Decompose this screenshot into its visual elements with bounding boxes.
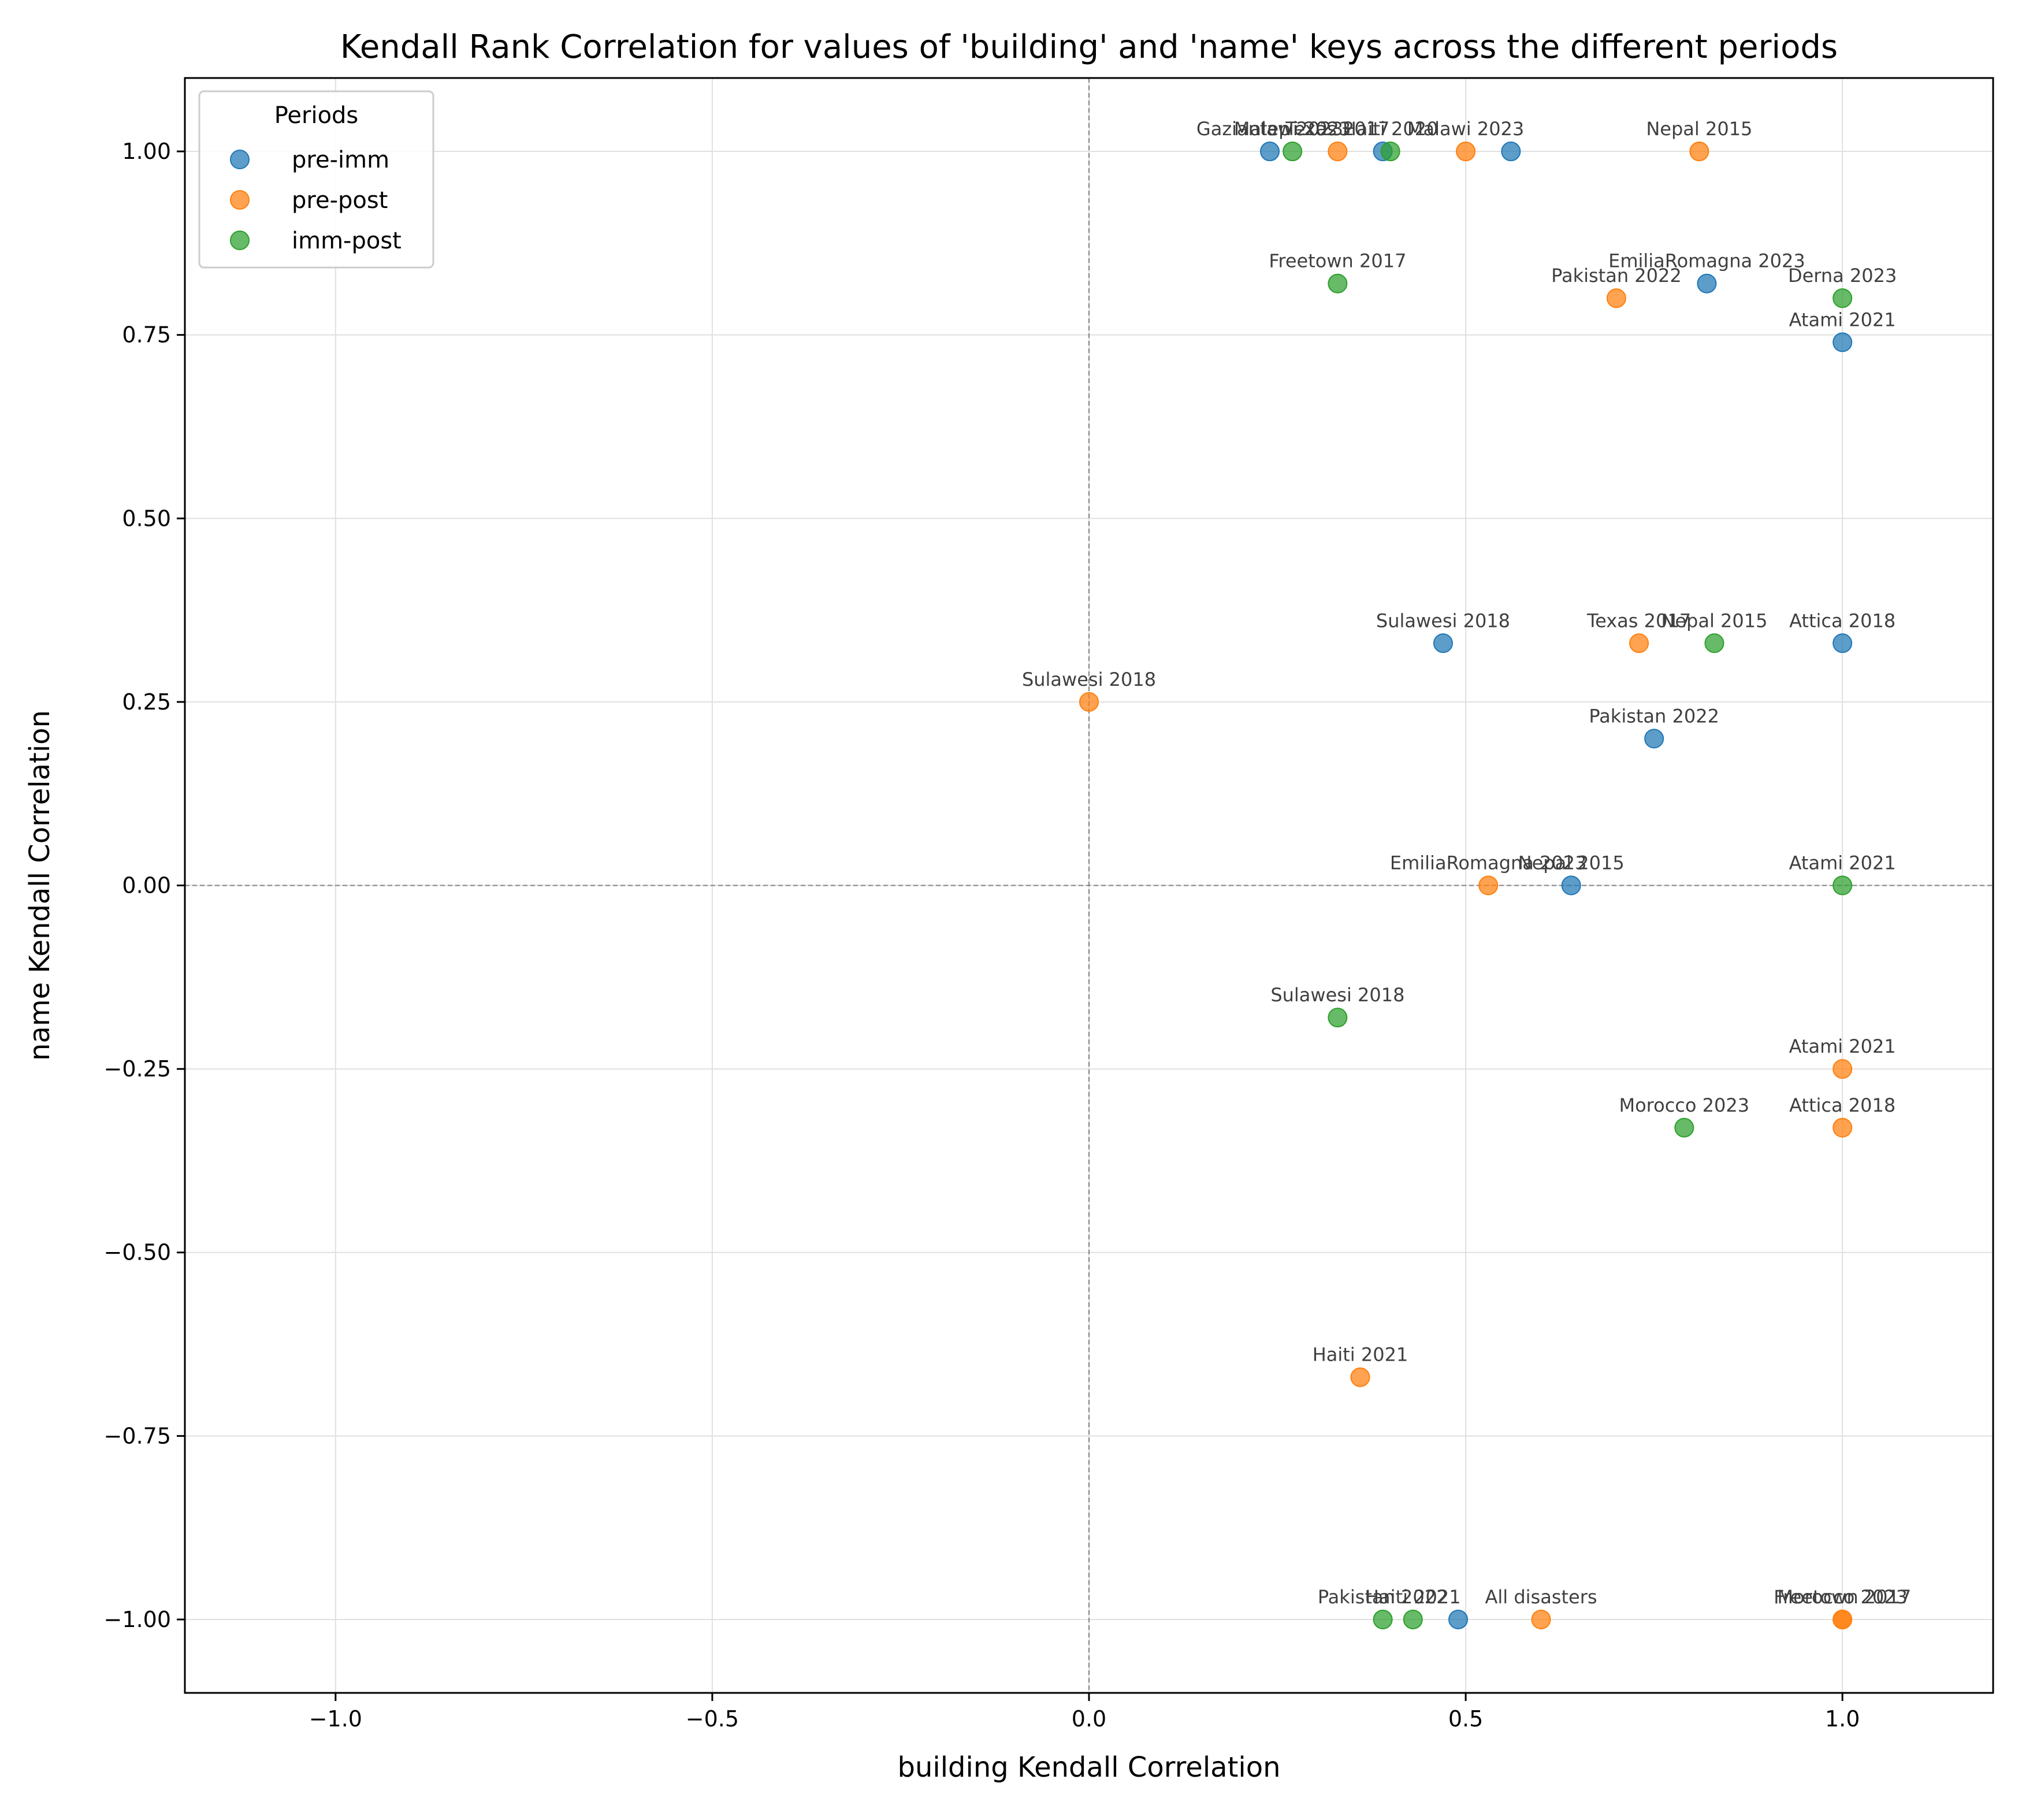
point-label: Malawi 2023 [1407, 118, 1524, 140]
point-label: EmiliaRomagna 2023 [1608, 250, 1805, 272]
data-point-pre-imm [1561, 875, 1581, 896]
legend-marker-pre-post [230, 190, 250, 210]
y-tick-label: 0.00 [122, 873, 171, 898]
data-point-pre-imm [1501, 142, 1521, 162]
data-point-imm-post [1380, 142, 1400, 162]
x-tick-label: 0.5 [1448, 1706, 1483, 1732]
point-label: Atami 2021 [1789, 309, 1896, 330]
point-label: Attica 2018 [1789, 610, 1895, 632]
legend-title: Periods [274, 102, 359, 129]
data-point-pre-post [1833, 1059, 1853, 1079]
legend-label-pre-post: pre-post [292, 187, 388, 214]
point-label: Texas 2017 [1586, 610, 1691, 632]
point-label: Haiti 2021 [1313, 1344, 1408, 1366]
data-point-imm-post [1833, 288, 1853, 309]
y-tick-label: −0.75 [104, 1423, 171, 1448]
data-point-pre-post [1606, 288, 1626, 309]
data-point-imm-post [1704, 633, 1724, 653]
data-point-pre-post [1689, 142, 1709, 162]
point-label: Morocco 2023 [1619, 1094, 1749, 1116]
data-point-pre-imm [1833, 332, 1853, 352]
point-label: Pakistan 2022 [1318, 1586, 1448, 1608]
data-point-pre-imm [1833, 633, 1853, 653]
y-axis-ticks: −1.00 −0.75 −0.50 −0.25 0.00 0.25 0.50 0.75 1.00 [104, 139, 185, 1632]
point-label: Atami 2021 [1789, 1035, 1896, 1057]
data-point-imm-post [1328, 273, 1348, 294]
point-label: EmiliaRomagna 2023 [1390, 852, 1587, 874]
point-label: Freetown 2017 [1269, 250, 1406, 272]
point-label: All disasters [1485, 1586, 1597, 1608]
point-label: Pakistan 2022 [1589, 705, 1719, 727]
data-point-imm-post [1283, 142, 1303, 162]
data-point-pre-post [1350, 1367, 1370, 1387]
y-tick-label: 0.50 [122, 506, 171, 531]
legend-label-pre-imm: pre-imm [292, 147, 389, 173]
x-tick-label: 1.0 [1825, 1706, 1860, 1732]
data-point-imm-post [1403, 1609, 1423, 1629]
data-point-pre-post [1478, 875, 1499, 896]
chart-title: Kendall Rank Correlation for values of '… [340, 28, 1838, 66]
data-points [1079, 142, 1853, 1629]
point-label: Derna 2023 [1788, 265, 1897, 287]
point-label: Pakistan 2022 [1551, 265, 1682, 287]
legend-box [198, 90, 434, 269]
data-point-pre-imm [1433, 633, 1453, 653]
legend: Periods pre-imm pre-post imm-post [198, 90, 434, 269]
data-point-imm-post [1373, 1609, 1393, 1629]
point-label: Morocco 2023 [1777, 1586, 1908, 1608]
x-axis-ticks: −1.0 −0.5 0.0 0.5 1.0 [309, 1693, 1860, 1732]
y-tick-label: −1.00 [104, 1607, 171, 1632]
point-label: Malawi 2023 [1234, 118, 1351, 140]
x-tick-label: 0.0 [1072, 1706, 1106, 1732]
point-label: Haiti 2021 [1365, 1586, 1461, 1608]
data-point-imm-post [1328, 1008, 1348, 1028]
data-point-pre-post [1456, 142, 1476, 162]
data-point-pre-post [1833, 1609, 1853, 1629]
data-point-imm-post [1833, 875, 1853, 896]
y-axis-label: name Kendall Correlation [24, 710, 56, 1061]
point-labels: Gaziantep 2023 EmiliaRomagna 2023 Atami 20… [1022, 118, 1911, 1608]
point-label: Haiti 2020 [1343, 118, 1439, 140]
point-label: Sulawesi 2018 [1270, 984, 1404, 1006]
y-tick-label: −0.50 [104, 1240, 171, 1265]
point-label: Texas 2017 [1285, 118, 1389, 140]
x-tick-label: −1.0 [309, 1706, 362, 1732]
point-label: Freetown 2017 [1774, 1586, 1911, 1608]
data-point-pre-imm [1697, 273, 1717, 294]
data-point-pre-imm [1448, 1609, 1469, 1629]
legend-label-imm-post: imm-post [292, 228, 402, 254]
data-point-pre-post [1531, 1609, 1551, 1629]
data-point-imm-post [1674, 1117, 1694, 1138]
point-label: Sulawesi 2018 [1022, 668, 1156, 690]
data-point-pre-post [1079, 692, 1099, 712]
data-point-pre-post [1328, 142, 1348, 162]
data-point-pre-post [1629, 633, 1649, 653]
point-label: Atami 2021 [1789, 852, 1896, 874]
point-label: Nepal 2015 [1518, 852, 1625, 874]
legend-entries: pre-imm pre-post imm-post [230, 147, 402, 254]
y-tick-label: 0.25 [122, 689, 171, 715]
legend-marker-imm-post [230, 231, 250, 250]
legend-marker-pre-imm [230, 150, 250, 169]
y-tick-label: −0.25 [104, 1056, 171, 1082]
reference-lines [185, 78, 1993, 1693]
point-label: Nepal 2015 [1646, 118, 1752, 140]
point-label: Sulawesi 2018 [1376, 610, 1510, 632]
x-tick-label: −0.5 [686, 1706, 739, 1732]
data-point-pre-post [1833, 1117, 1853, 1138]
point-label: Nepal 2015 [1661, 610, 1767, 632]
point-label: Attica 2018 [1789, 1094, 1895, 1116]
data-point-pre-imm [1644, 729, 1664, 749]
y-tick-label: 0.75 [122, 322, 171, 348]
y-tick-label: 1.00 [122, 139, 171, 164]
data-point-pre-imm [1260, 142, 1280, 162]
x-axis-label: building Kendall Correlation [897, 1751, 1280, 1784]
point-label: Gaziantep 2023 [1196, 118, 1343, 140]
